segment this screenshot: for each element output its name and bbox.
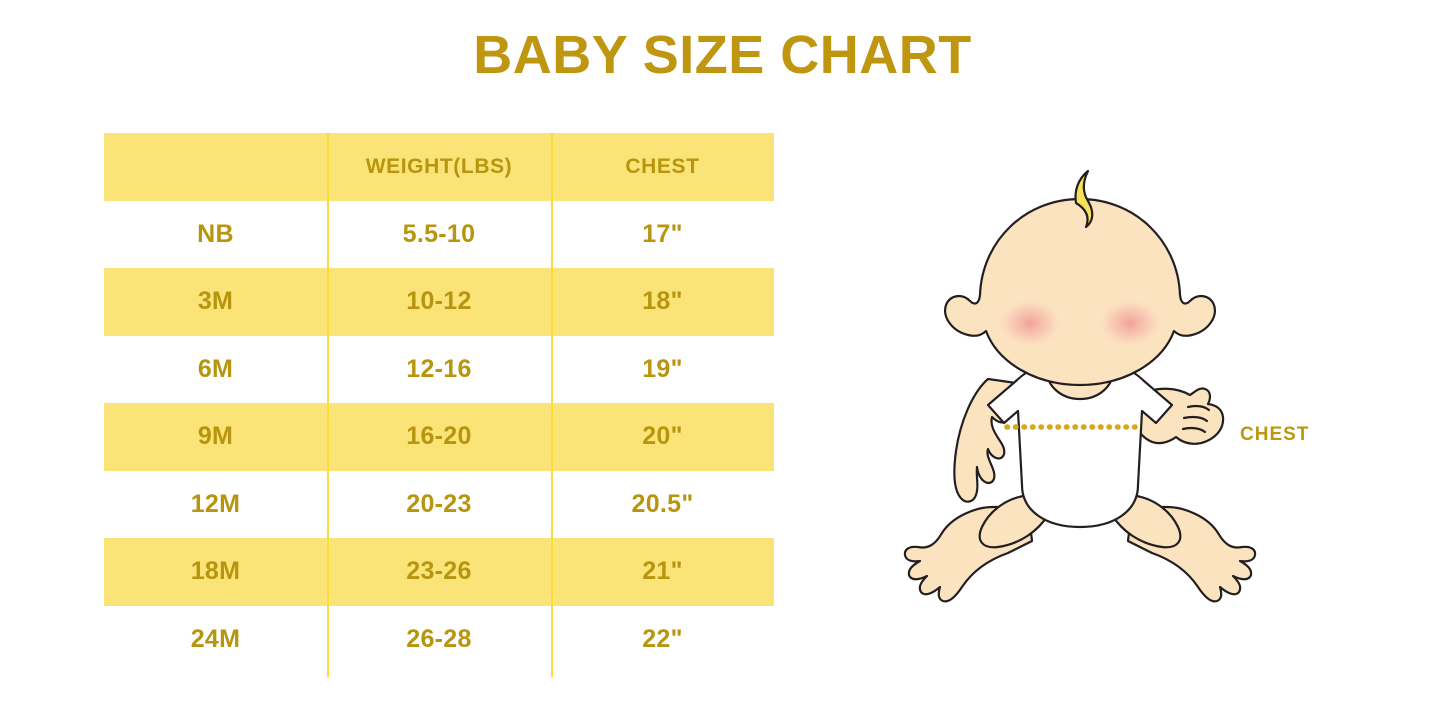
table-header-row: WEIGHT(LBS) CHEST — [104, 133, 774, 201]
header-cell-weight: WEIGHT(LBS) — [365, 154, 513, 178]
cell-chest: 19" — [642, 354, 683, 383]
table-row: 6M 12-16 19" — [104, 335, 774, 403]
table-row: 18M 23-26 21" — [104, 538, 774, 606]
baby-head — [944, 197, 1216, 387]
cell-chest: 20.5" — [631, 489, 694, 518]
cell-size: 3M — [197, 287, 234, 316]
column-divider-1 — [327, 133, 329, 677]
cell-size: 18M — [190, 557, 241, 586]
baby-right-cheek — [1096, 297, 1164, 349]
table-row: 12M 20-23 20.5" — [104, 470, 774, 538]
cell-size: NB — [197, 219, 234, 248]
cell-size: 24M — [190, 624, 241, 653]
cell-chest: 21" — [642, 557, 683, 586]
table-row: 9M 16-20 20" — [104, 403, 774, 471]
size-chart-table: WEIGHT(LBS) CHEST NB 5.5-10 17" 3M 10-12… — [104, 133, 774, 677]
cell-weight: 12-16 — [406, 354, 472, 383]
cell-size: 6M — [197, 354, 234, 383]
cell-chest: 18" — [642, 287, 683, 316]
cell-size: 12M — [190, 489, 241, 518]
page-title: BABY SIZE CHART — [473, 25, 972, 85]
cell-chest: 17" — [642, 219, 683, 248]
cell-chest: 20" — [642, 422, 683, 451]
cell-weight: 16-20 — [406, 422, 472, 451]
baby-illustration — [880, 155, 1280, 605]
table-row: NB 5.5-10 17" — [104, 200, 774, 268]
cell-size: 9M — [197, 422, 234, 451]
cell-weight: 5.5-10 — [402, 219, 476, 248]
baby-left-cheek — [996, 297, 1064, 349]
chest-measurement-label: CHEST — [1240, 424, 1310, 445]
cell-chest: 22" — [642, 624, 683, 653]
header-cell-chest: CHEST — [625, 154, 700, 178]
table-row: 3M 10-12 18" — [104, 268, 774, 336]
column-divider-2 — [551, 133, 553, 677]
cell-weight: 23-26 — [406, 557, 472, 586]
cell-weight: 26-28 — [406, 624, 472, 653]
table-row: 24M 26-28 22" — [104, 605, 774, 673]
cell-weight: 20-23 — [406, 489, 472, 518]
baby-hair-curl — [1074, 169, 1094, 229]
cell-weight: 10-12 — [406, 287, 472, 316]
